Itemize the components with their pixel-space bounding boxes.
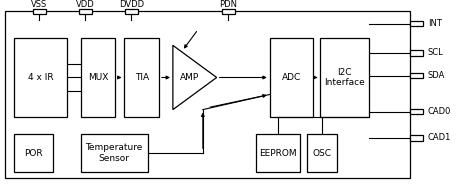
Bar <box>125 9 138 14</box>
Text: CAD1: CAD1 <box>428 133 451 143</box>
Bar <box>124 38 159 117</box>
Text: SCL: SCL <box>428 48 443 57</box>
Polygon shape <box>173 45 217 110</box>
Text: SDA: SDA <box>428 71 445 80</box>
Bar <box>81 134 148 172</box>
Bar <box>256 134 300 172</box>
Bar <box>320 38 369 117</box>
Bar <box>410 135 423 141</box>
Bar <box>5 11 410 178</box>
Bar <box>14 38 67 117</box>
Text: DVDD: DVDD <box>119 0 144 9</box>
Text: MUX: MUX <box>88 73 108 82</box>
Text: I2C
Interface: I2C Interface <box>324 68 365 87</box>
Bar <box>410 109 423 114</box>
Bar <box>410 73 423 78</box>
Text: ADC: ADC <box>282 73 301 82</box>
Text: POR: POR <box>24 149 43 158</box>
Bar <box>79 9 92 14</box>
Bar <box>410 50 423 56</box>
Bar <box>33 9 46 14</box>
Text: EEPROM: EEPROM <box>259 149 296 158</box>
Bar <box>14 134 53 172</box>
Bar <box>307 134 337 172</box>
Text: VSS: VSS <box>31 0 47 9</box>
Bar <box>410 21 423 26</box>
Text: CAD0: CAD0 <box>428 107 451 116</box>
Text: AMP: AMP <box>180 73 199 82</box>
Text: INT: INT <box>428 19 442 28</box>
Text: PDN: PDN <box>219 0 237 9</box>
Bar <box>270 38 313 117</box>
Bar <box>222 9 235 14</box>
Bar <box>81 38 115 117</box>
Text: VDD: VDD <box>76 0 95 9</box>
Text: TIA: TIA <box>135 73 149 82</box>
Text: 4 x IR: 4 x IR <box>28 73 53 82</box>
Text: OSC: OSC <box>312 149 331 158</box>
Text: Temperature
Sensor: Temperature Sensor <box>85 143 143 163</box>
